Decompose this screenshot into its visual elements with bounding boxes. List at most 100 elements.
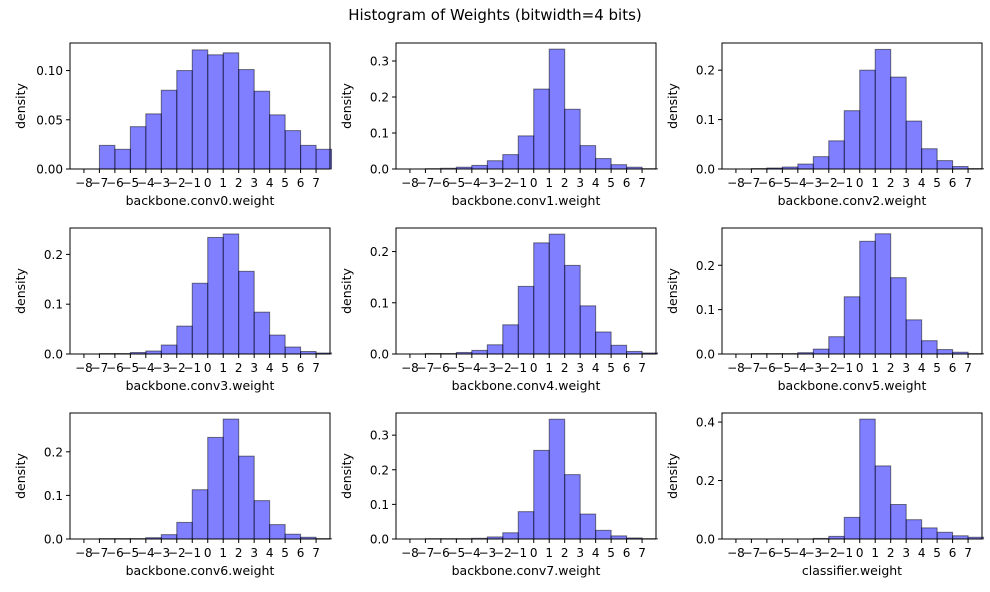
- bar--3: [486, 344, 504, 355]
- bar-3: [253, 90, 271, 170]
- x-tick-label: 3: [902, 361, 910, 375]
- x-tick-label: −3: [152, 176, 170, 190]
- x-tick-label: −4: [789, 361, 807, 375]
- x-tick-label: −4: [789, 176, 807, 190]
- bar-2: [238, 69, 255, 170]
- bar-4: [595, 158, 612, 170]
- x-tick-label: −3: [152, 546, 170, 560]
- bar-2: [890, 504, 907, 540]
- x-tick-label: 4: [918, 361, 926, 375]
- x-tick-label: 1: [871, 546, 879, 560]
- bar-2: [564, 108, 581, 170]
- bar-3: [579, 145, 597, 170]
- bar-3: [905, 319, 923, 355]
- x-tick-label: 3: [902, 176, 910, 190]
- x-tick-label: 2: [235, 546, 243, 560]
- bar-0: [207, 436, 224, 540]
- x-tick-label: −2: [820, 361, 838, 375]
- y-axis-label: density: [665, 267, 680, 313]
- x-tick-label: 3: [902, 546, 910, 560]
- y-tick-label: 0.1: [44, 298, 63, 312]
- y-tick-label: 0.0: [370, 533, 389, 547]
- x-tick-label: 7: [312, 546, 320, 560]
- x-tick-label: 4: [592, 361, 600, 375]
- axes-frame: [69, 412, 331, 540]
- x-tick-label: −3: [804, 546, 822, 560]
- x-tick-label: 2: [561, 176, 569, 190]
- y-tick-label: 0.0: [696, 163, 715, 177]
- bar-3: [905, 519, 923, 540]
- x-tick-label: −4: [137, 546, 155, 560]
- x-axis-label: backbone.conv2.weight: [778, 193, 927, 208]
- bar--2: [502, 154, 519, 170]
- x-axis-label: backbone.conv4.weight: [452, 378, 601, 393]
- y-tick-label: 0.4: [696, 416, 715, 430]
- bar-1: [548, 233, 566, 355]
- bar-2: [238, 270, 255, 355]
- x-tick-label: −1: [183, 176, 201, 190]
- bar--2: [176, 325, 193, 355]
- x-tick-label: −1: [835, 176, 853, 190]
- bar-3: [579, 513, 597, 540]
- bar--1: [191, 49, 209, 170]
- x-tick-label: 1: [219, 546, 227, 560]
- x-tick-label: −6: [106, 546, 124, 560]
- x-tick-label: 5: [281, 176, 289, 190]
- x-tick-label: −7: [417, 546, 435, 560]
- x-tick-label: −2: [494, 361, 512, 375]
- y-tick-label: 0.2: [44, 445, 63, 459]
- x-tick-label: 1: [545, 361, 553, 375]
- axes-frame: [395, 412, 657, 540]
- bar-0: [533, 88, 550, 170]
- bar--3: [812, 156, 830, 170]
- x-tick-label: −3: [478, 176, 496, 190]
- x-tick-label: 6: [297, 361, 305, 375]
- x-tick-label: 1: [545, 546, 553, 560]
- x-tick-label: −7: [743, 546, 761, 560]
- bar-1: [222, 233, 240, 355]
- y-tick-label: 0.3: [370, 55, 389, 69]
- bar-1: [874, 48, 892, 170]
- bar-5: [936, 160, 954, 170]
- bar--6: [114, 148, 131, 170]
- x-tick-label: −5: [774, 361, 792, 375]
- x-tick-label: −4: [463, 176, 481, 190]
- y-tick-label: 0.0: [696, 533, 715, 547]
- bar--2: [828, 140, 845, 170]
- x-tick-label: −4: [789, 546, 807, 560]
- x-tick-label: 7: [964, 361, 972, 375]
- subplot-4: −8−7−6−5−4−3−2−1 0 1 2 3 4 5 6 7 0.0 0.1 0.2 backbon…: [339, 227, 659, 393]
- bar--2: [828, 336, 845, 355]
- x-tick-label: 0: [856, 361, 864, 375]
- x-tick-label: 0: [204, 546, 212, 560]
- x-tick-label: 3: [250, 546, 258, 560]
- y-tick-label: 0.0: [370, 163, 389, 177]
- bar--4: [145, 113, 162, 170]
- x-axis-label: backbone.conv1.weight: [452, 193, 601, 208]
- x-tick-label: 6: [623, 361, 631, 375]
- x-tick-label: −7: [417, 361, 435, 375]
- x-axis-label: backbone.conv6.weight: [126, 563, 275, 578]
- x-tick-label: −5: [448, 546, 466, 560]
- x-tick-label: 5: [607, 546, 615, 560]
- x-tick-label: 0: [530, 361, 538, 375]
- bar-0: [207, 54, 224, 170]
- x-tick-label: −5: [122, 176, 140, 190]
- x-tick-label: 6: [949, 176, 957, 190]
- x-tick-label: −8: [727, 176, 745, 190]
- y-tick-label: 0.0: [44, 348, 63, 362]
- x-tick-label: −2: [494, 176, 512, 190]
- x-tick-label: 6: [949, 361, 957, 375]
- bar--3: [160, 344, 178, 355]
- bar-0: [859, 240, 876, 355]
- bar--3: [486, 160, 504, 170]
- bar-4: [269, 334, 286, 355]
- y-tick-label: 0.2: [370, 91, 389, 105]
- x-tick-label: −2: [168, 176, 186, 190]
- x-tick-label: 2: [561, 546, 569, 560]
- x-tick-label: 4: [592, 176, 600, 190]
- x-tick-label: 5: [933, 546, 941, 560]
- x-tick-label: 0: [856, 546, 864, 560]
- x-tick-label: −4: [463, 361, 481, 375]
- bar--1: [191, 282, 209, 355]
